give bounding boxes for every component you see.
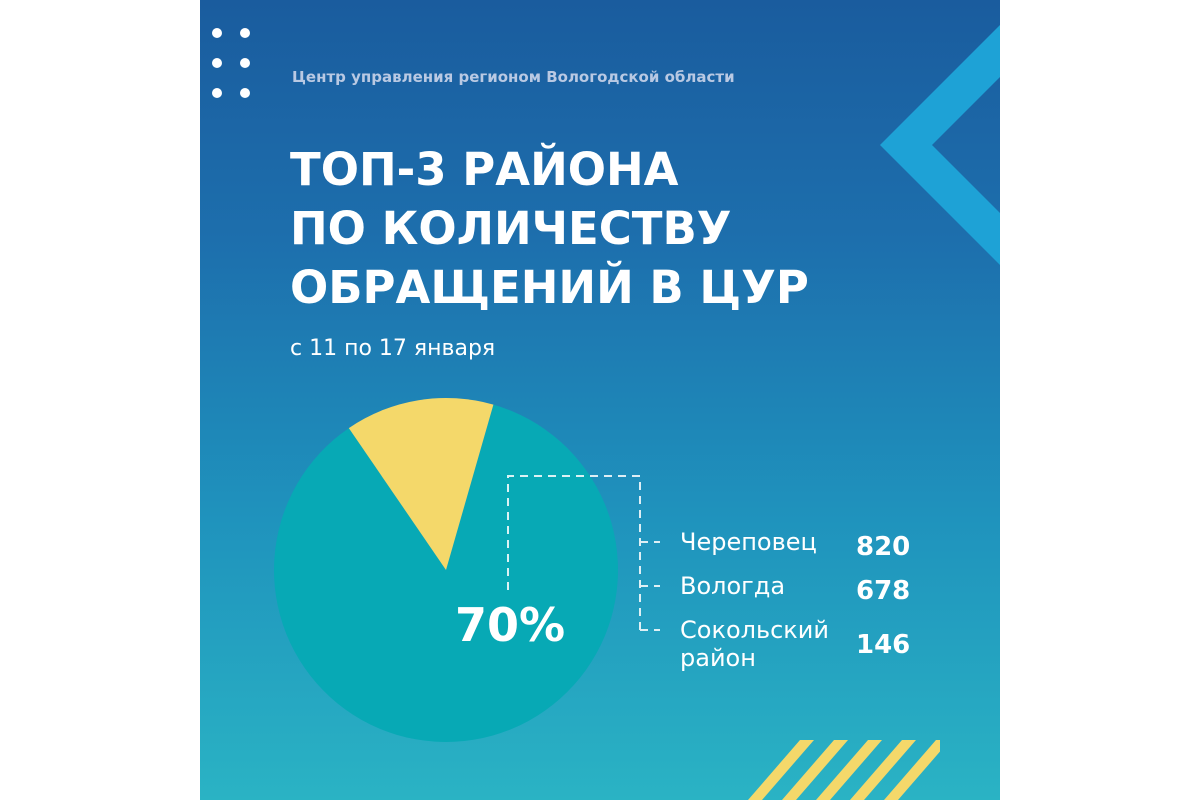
title-line-2: ПО КОЛИЧЕСТВУ xyxy=(290,202,732,255)
dot xyxy=(240,88,250,98)
page-title: ТОП-3 РАЙОНА ПО КОЛИЧЕСТВУ ОБРАЩЕНИЙ В Ц… xyxy=(290,140,850,317)
title-line-3: ОБРАЩЕНИЙ В ЦУР xyxy=(290,261,809,314)
pie-percent-label: 70% xyxy=(455,598,566,652)
legend-item-value: 146 xyxy=(856,630,911,660)
legend-item-vologda: Вологда 678 xyxy=(680,572,920,622)
legend-item-cherepovets: Череповец 820 xyxy=(680,528,920,578)
dot xyxy=(240,28,250,38)
title-line-1: ТОП-3 РАЙОНА xyxy=(290,143,679,196)
pie-chart xyxy=(274,397,619,742)
stripes-decoration xyxy=(748,740,940,800)
legend-item-name: Сокольский район xyxy=(680,616,829,672)
legend-connector xyxy=(507,475,660,631)
dot xyxy=(240,58,250,68)
legend-item-sokolsky: Сокольский район 146 xyxy=(680,616,920,680)
chevron-decoration xyxy=(880,25,1000,265)
legend-item-value: 820 xyxy=(856,532,911,562)
pie-slice-main xyxy=(274,404,619,742)
legend-item-name: Вологда xyxy=(680,572,786,600)
dot xyxy=(212,28,222,38)
dot xyxy=(212,58,222,68)
legend-item-value: 678 xyxy=(856,576,911,606)
dot xyxy=(212,88,222,98)
pie-slice-accent xyxy=(348,397,494,570)
dots-decoration xyxy=(212,28,254,98)
organization-name: Центр управления регионом Вологодской об… xyxy=(292,68,735,86)
legend-item-name: Череповец xyxy=(680,528,817,556)
infographic-card: Центр управления регионом Вологодской об… xyxy=(200,0,1000,800)
date-range: с 11 по 17 января xyxy=(290,336,496,361)
